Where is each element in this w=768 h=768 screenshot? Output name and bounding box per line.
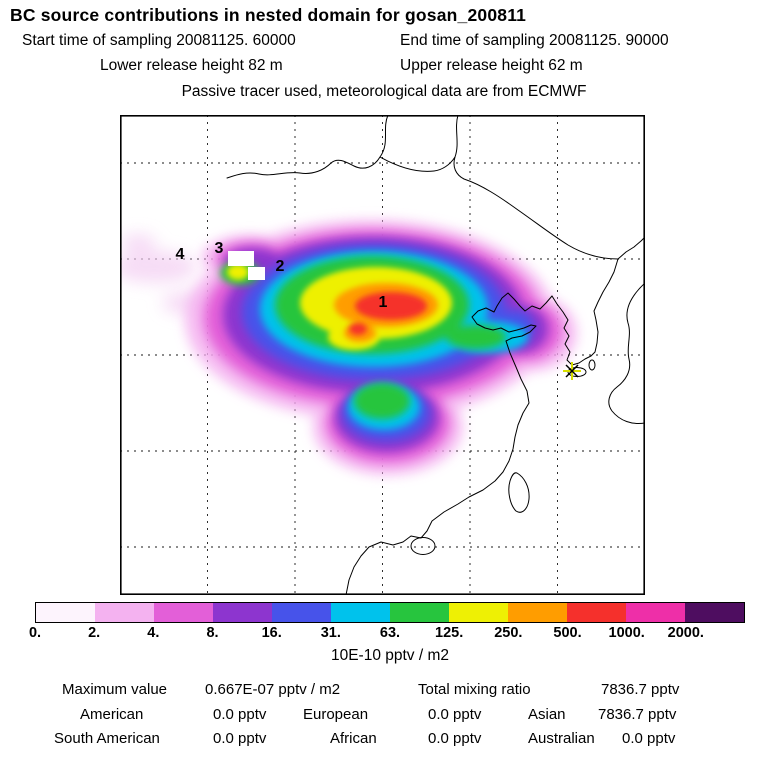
island-taiwan [508, 472, 530, 513]
colorbar-units: 10E-10 pptv / m2 [330, 647, 450, 664]
map-svg: 1 2 3 4 [120, 115, 646, 595]
source-label-3: 3 [215, 240, 224, 257]
asian-value: 7836.7 pptv [598, 706, 677, 723]
tracer-note: Passive tracer used, meteorological data… [181, 83, 587, 100]
tick-label: 1000. [608, 625, 645, 641]
tick-label: 4. [147, 625, 160, 641]
tick-label: 0. [28, 625, 42, 641]
receptor-star-marker [563, 362, 581, 380]
colorbar-segment [36, 603, 95, 622]
european-label: European [303, 706, 369, 723]
border-north-mid [379, 156, 456, 172]
european-value: 0.0 pptv [428, 706, 482, 723]
colorbar-segment [626, 603, 685, 622]
coastlines [226, 115, 645, 595]
south-american-value: 0.0 pptv [213, 730, 267, 747]
african-label: African [330, 730, 377, 747]
source-label-1: 1 [379, 294, 388, 311]
colorbar-ticks: 0. 2. 4. 8. 16. 31. 63. 125. 250. 500. 1000. 2000. [29, 625, 745, 643]
island-hainan [410, 537, 436, 555]
source-label-4: 4 [176, 246, 185, 263]
upper-release-text: Upper release height 62 m [400, 57, 583, 74]
stats-row-continents-2: South American 0.0 pptv African 0.0 pptv… [0, 730, 768, 750]
maximum-value: 0.667E-07 pptv / m2 [205, 681, 341, 698]
concentration-field [120, 220, 577, 475]
colorbar-segment [508, 603, 567, 622]
tick-label: 16. [261, 625, 282, 641]
border-north-west [226, 115, 389, 179]
colorbar-segment [567, 603, 626, 622]
maximum-label: Maximum value [62, 681, 168, 698]
african-value: 0.0 pptv [428, 730, 482, 747]
colorbar-segment [449, 603, 508, 622]
lower-release-text: Lower release height 82 m [100, 57, 283, 74]
australian-label: Australian [528, 730, 595, 747]
tick-label: 31. [320, 625, 341, 641]
colorbar-segment [213, 603, 272, 622]
colorbar-area: 0. 2. 4. 8. 16. 31. 63. 125. 250. 500. 1000. 2000. … [29, 602, 745, 665]
stats-row-continents-1: American 0.0 pptv European 0.0 pptv Asia… [0, 706, 768, 726]
tick-label: 2000. [667, 625, 704, 641]
colorbar-segment [685, 603, 744, 622]
stats-row-max-total: Maximum value 0.667E-07 pptv / m2 Total … [0, 681, 768, 701]
border-north-east [453, 115, 619, 260]
tick-label: 8. [206, 625, 219, 641]
coast-japan [608, 282, 645, 424]
colorbar-segment [331, 603, 390, 622]
colorbar-segment [154, 603, 213, 622]
australian-value: 0.0 pptv [622, 730, 676, 747]
coast-korea [551, 236, 645, 366]
colorbar-segment [390, 603, 449, 622]
tick-label: 500. [553, 625, 582, 641]
south-american-label: South American [54, 730, 160, 747]
field-white-notches [228, 251, 265, 280]
tick-label: 250. [494, 625, 523, 641]
end-time-text: End time of sampling 20081125. 90000 [400, 32, 669, 49]
tick-label: 63. [379, 625, 401, 641]
american-label: American [80, 706, 144, 723]
start-time-text: Start time of sampling 20081125. 60000 [22, 32, 296, 49]
plot-title: BC source contributions in nested domain… [10, 5, 527, 25]
field-red [349, 292, 427, 335]
map: 1 2 3 4 [120, 115, 646, 595]
source-label-2: 2 [276, 258, 285, 275]
colorbar-segment [272, 603, 331, 622]
total-mixing-label: Total mixing ratio [418, 681, 531, 698]
tick-label: 2. [88, 625, 101, 641]
colorbar [35, 602, 745, 623]
total-mixing-value: 7836.7 pptv [601, 681, 680, 698]
map-frame [120, 115, 646, 595]
tick-label: 125. [435, 625, 464, 641]
asian-label: Asian [528, 706, 566, 723]
island-tsushima [588, 359, 596, 371]
colorbar-segment [95, 603, 154, 622]
american-value: 0.0 pptv [213, 706, 267, 723]
